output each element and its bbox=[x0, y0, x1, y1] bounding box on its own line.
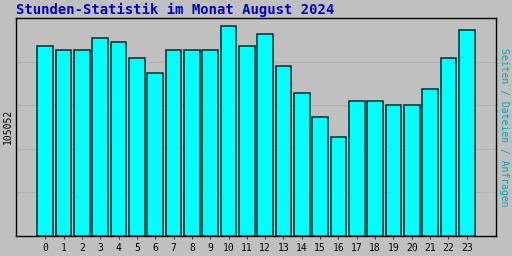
Bar bbox=[129, 58, 145, 236]
Text: Stunden-Statistik im Monat August 2024: Stunden-Statistik im Monat August 2024 bbox=[15, 3, 334, 17]
Y-axis label: Seiten / Dateien / Anfragen: Seiten / Dateien / Anfragen bbox=[499, 48, 509, 206]
Bar bbox=[184, 50, 200, 236]
Bar bbox=[367, 101, 383, 236]
Bar bbox=[166, 50, 181, 236]
Bar bbox=[275, 66, 291, 236]
Bar bbox=[56, 50, 71, 236]
Bar bbox=[111, 42, 126, 236]
Bar bbox=[92, 38, 108, 236]
Bar bbox=[459, 30, 475, 236]
Bar bbox=[147, 73, 163, 236]
Bar bbox=[294, 93, 310, 236]
Bar bbox=[404, 105, 420, 236]
Bar bbox=[331, 137, 346, 236]
Bar bbox=[221, 26, 237, 236]
Bar bbox=[239, 46, 254, 236]
Y-axis label: 105052: 105052 bbox=[3, 109, 13, 144]
Bar bbox=[37, 46, 53, 236]
Bar bbox=[422, 89, 438, 236]
Bar bbox=[441, 58, 456, 236]
Bar bbox=[258, 34, 273, 236]
Bar bbox=[386, 105, 401, 236]
Bar bbox=[202, 50, 218, 236]
Bar bbox=[312, 117, 328, 236]
Bar bbox=[74, 50, 90, 236]
Bar bbox=[349, 101, 365, 236]
